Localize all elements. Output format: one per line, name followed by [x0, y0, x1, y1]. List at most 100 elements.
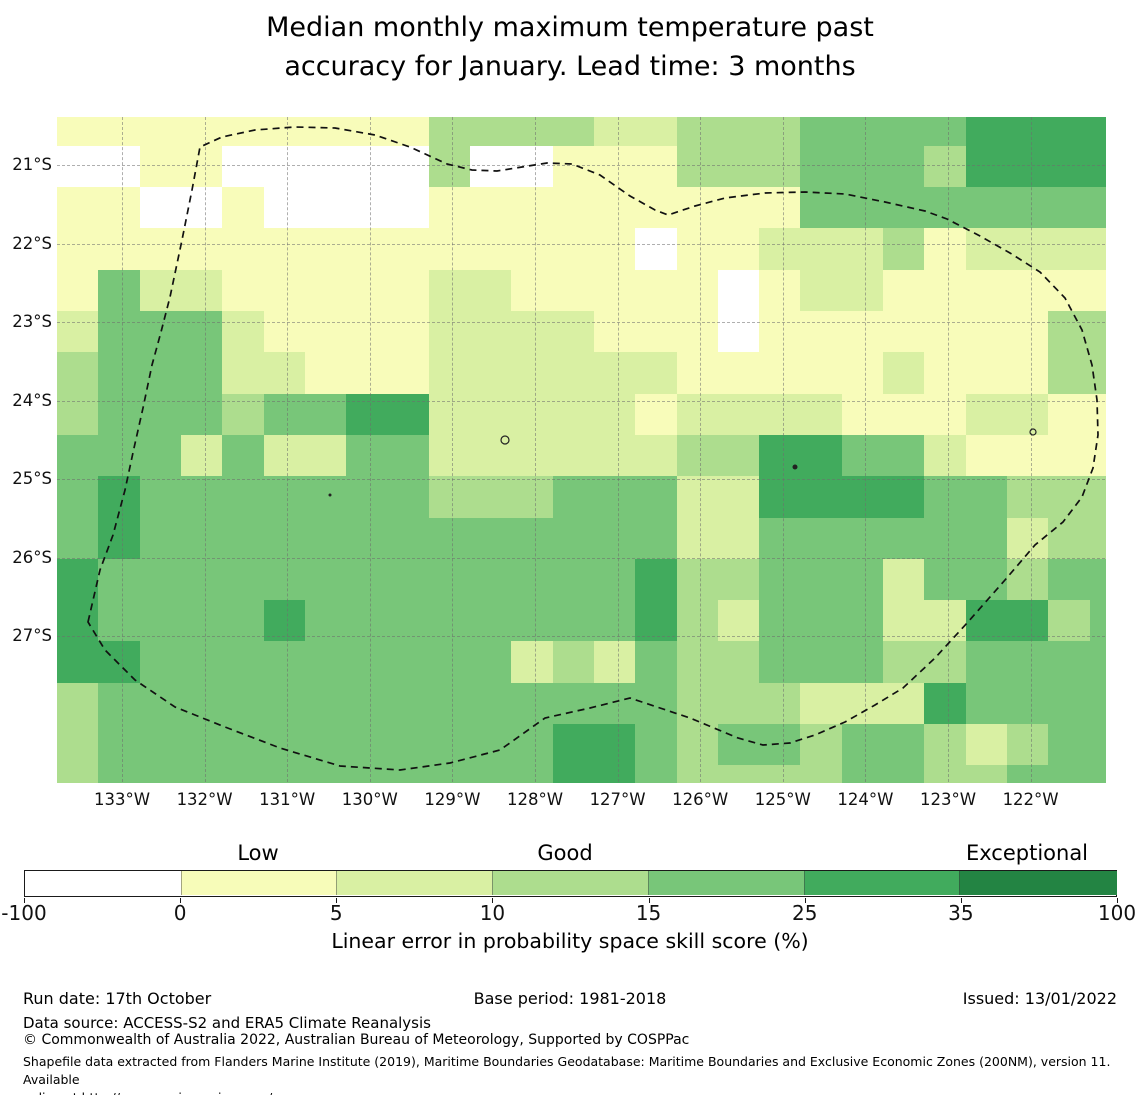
heatmap-cell	[800, 117, 843, 147]
heatmap-cell	[263, 311, 306, 353]
longitude-gridline	[287, 117, 289, 782]
heatmap-cell	[552, 187, 595, 229]
heatmap-cell	[1089, 145, 1106, 188]
heatmap-cell	[222, 724, 265, 766]
heatmap-cell	[470, 269, 512, 312]
heatmap-cell	[800, 187, 843, 229]
island-marker	[792, 464, 798, 470]
heatmap-cell	[222, 600, 265, 642]
heatmap-cell	[222, 145, 265, 188]
heatmap-cell	[470, 517, 512, 560]
heatmap-cell	[180, 145, 223, 188]
heatmap-cell	[883, 558, 925, 601]
colorbar-tick-label: 5	[329, 901, 343, 925]
heatmap-cell	[98, 269, 141, 312]
heatmap-cell	[180, 765, 223, 783]
heatmap-cell	[841, 311, 884, 353]
heatmap-cell	[759, 434, 802, 477]
heatmap-cell	[222, 765, 265, 783]
heatmap-cell	[1089, 476, 1106, 519]
heatmap-cell	[1089, 682, 1106, 725]
heatmap-cell	[470, 352, 512, 395]
heatmap-cell	[222, 352, 265, 395]
heatmap-cell	[304, 187, 347, 229]
heatmap-cell	[139, 641, 182, 684]
colorbar-tick-label: 25	[791, 901, 818, 925]
heatmap-cell	[98, 228, 141, 271]
heatmap-cell	[635, 641, 678, 684]
heatmap-cell	[180, 311, 223, 353]
heatmap-cell	[552, 311, 595, 353]
colorbar-axis-label: Linear error in probability space skill …	[331, 929, 809, 953]
heatmap-cell	[1089, 517, 1106, 560]
heatmap-cell	[924, 558, 967, 601]
heatmap-cell	[346, 476, 389, 519]
heatmap-cell	[883, 145, 925, 188]
heatmap-cell	[98, 765, 141, 783]
colorbar-tick-label: 100	[1097, 901, 1137, 925]
heatmap-cell	[263, 558, 306, 601]
heatmap-cell	[965, 187, 1008, 229]
heatmap-cell	[57, 682, 99, 725]
heatmap-cell	[883, 476, 925, 519]
longitude-tick-label: 127°W	[589, 790, 646, 809]
heatmap-cell	[635, 145, 678, 188]
chart-title-line1: Median monthly maximum temperature past	[266, 12, 874, 43]
heatmap-cell	[511, 311, 554, 353]
heatmap-cell	[346, 187, 389, 229]
heatmap-cell	[180, 600, 223, 642]
heatmap-cell	[965, 476, 1008, 519]
heatmap-cell	[676, 558, 719, 601]
colorbar-tick	[24, 898, 25, 903]
heatmap-cell	[57, 641, 99, 684]
heatmap-cell	[304, 724, 347, 766]
heatmap-cell	[1048, 434, 1091, 477]
heatmap-cell	[965, 724, 1008, 766]
heatmap-cell	[800, 145, 843, 188]
heatmap-cell	[593, 600, 636, 642]
heatmap-cell	[428, 352, 471, 395]
heatmap-cell	[346, 600, 389, 642]
heatmap-cell	[635, 352, 678, 395]
heatmap-cell	[180, 352, 223, 395]
latitude-gridline	[57, 322, 1105, 323]
heatmap-cell	[428, 311, 471, 353]
longitude-gridline	[1030, 117, 1032, 782]
heatmap-cell	[593, 724, 636, 766]
heatmap-cell	[759, 558, 802, 601]
heatmap-cell	[1089, 269, 1106, 312]
heatmap-cell	[387, 476, 430, 519]
heatmap-cell	[387, 682, 430, 725]
heatmap-cell	[57, 476, 99, 519]
longitude-gridline	[700, 117, 702, 782]
heatmap-cell	[841, 145, 884, 188]
heatmap-cell	[428, 558, 471, 601]
longitude-gridline	[122, 117, 123, 782]
heatmap-cells	[57, 117, 1106, 783]
footer-issued-date: Issued: 13/01/2022	[962, 989, 1117, 1008]
colorbar-tick-label: 15	[635, 901, 662, 925]
heatmap-cell	[552, 476, 595, 519]
heatmap-cell	[1006, 476, 1049, 519]
heatmap-cell	[841, 476, 884, 519]
heatmap-cell	[635, 600, 678, 642]
heatmap-cell	[428, 145, 471, 188]
heatmap-cell	[1089, 600, 1106, 642]
heatmap-cell	[139, 558, 182, 601]
heatmap-cell	[717, 724, 760, 766]
latitude-gridline	[57, 165, 1105, 166]
heatmap-cell	[883, 641, 925, 684]
heatmap-cell	[222, 682, 265, 725]
heatmap-cell	[1048, 558, 1091, 601]
heatmap-cell	[57, 269, 99, 312]
longitude-tick-label: 129°W	[424, 790, 481, 809]
heatmap-cell	[428, 434, 471, 477]
heatmap-cell	[511, 434, 554, 477]
heatmap-cell	[511, 228, 554, 271]
heatmap-cell	[717, 558, 760, 601]
heatmap-cell	[470, 600, 512, 642]
heatmap-cell	[635, 682, 678, 725]
heatmap-cell	[139, 145, 182, 188]
colorbar-label-low: Low	[237, 841, 279, 865]
